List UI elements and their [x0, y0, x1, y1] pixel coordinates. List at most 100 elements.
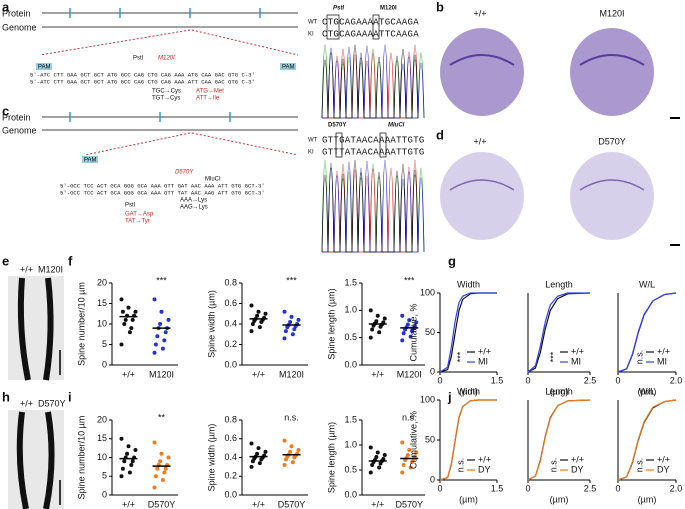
data-point	[158, 322, 163, 326]
x-tick-label: +/+	[252, 499, 265, 509]
data-point	[408, 465, 413, 470]
data-point	[410, 329, 415, 334]
row: KI	[308, 150, 314, 156]
data-point	[160, 478, 165, 482]
schematic-a: Protein Genome PstI M120I PAM PAM 5'-ATC…	[2, 6, 419, 102]
panel-letter: e	[2, 253, 9, 268]
y-tick-label: 0	[430, 474, 435, 484]
data-point	[130, 317, 135, 322]
row: KI	[308, 32, 314, 38]
data-point	[259, 319, 264, 324]
cdf-line	[527, 292, 591, 373]
label: Genome	[2, 22, 37, 32]
data-point	[282, 336, 287, 341]
y-tick-label: 0.2	[224, 339, 237, 349]
x-tick-label: 0	[525, 483, 530, 493]
data-point	[125, 451, 130, 456]
data-point	[119, 474, 124, 479]
data-point	[129, 326, 134, 331]
data-point	[129, 463, 134, 467]
data-point	[250, 459, 255, 464]
cdf-line	[439, 399, 497, 481]
data-point	[414, 320, 419, 325]
data-point	[162, 470, 167, 475]
data-point	[127, 470, 132, 475]
x-axis-label: (µm)	[459, 494, 478, 504]
annotation: n.s.	[634, 458, 644, 473]
x-tick-label: +/+	[371, 369, 384, 379]
box	[372, 14, 380, 40]
box	[326, 14, 340, 40]
cdf-line	[617, 399, 677, 481]
data-point	[282, 463, 287, 467]
data-point	[370, 463, 375, 467]
y-tick-label: 10	[97, 318, 107, 328]
data-point	[163, 330, 168, 335]
label: Protein	[2, 8, 31, 18]
data-point	[119, 342, 124, 347]
data-point	[120, 466, 125, 471]
mutation: M120I	[158, 56, 175, 62]
y-tick-label: 100	[420, 287, 435, 297]
y-tick-label: 50	[425, 327, 435, 337]
data-point	[153, 342, 158, 347]
cdf-line	[617, 292, 677, 373]
legend-label: +/+	[571, 346, 584, 356]
data-point	[250, 322, 255, 326]
sequence: 5'-GCC TCC ACT GCA GGG GCA AAA GTT GAT A…	[60, 182, 265, 189]
chart-title: Length	[545, 386, 573, 396]
codon: TAT→Tyr	[125, 219, 150, 225]
data-point	[382, 316, 387, 321]
data-point	[375, 450, 380, 455]
data-point	[382, 453, 387, 457]
y-tick-label: 0.5	[344, 464, 357, 474]
x-tick-label: M120I	[149, 369, 174, 379]
annotation: n.s.	[455, 458, 465, 473]
data-point	[133, 309, 138, 314]
annotation: ***	[156, 275, 167, 285]
data-point	[155, 466, 160, 471]
sequence: 5'-GCC TCC ACT GCA GGG GCA AAA GTT TAT A…	[60, 189, 265, 196]
site: MluCI	[388, 123, 405, 129]
data-point	[127, 330, 132, 335]
y-tick-label: 0	[102, 359, 107, 369]
data-point	[408, 334, 413, 339]
data-point	[263, 311, 268, 316]
site: PstI	[125, 203, 136, 209]
y-tick-label: 15	[97, 298, 107, 308]
x-axis-label: (µm)	[638, 494, 657, 504]
legend-label: +/+	[571, 454, 584, 464]
data-point	[249, 329, 254, 334]
data-point	[123, 317, 128, 322]
x-axis-label: (µm)	[459, 386, 478, 396]
y-tick-label: 15	[97, 433, 107, 443]
data-point	[163, 466, 168, 471]
x-tick-label: D570Y	[395, 499, 423, 509]
y-tick-label: 20	[97, 414, 107, 424]
y-tick-label: 0.5	[344, 332, 357, 342]
mutation: D570Y	[328, 123, 346, 129]
legend-label: +/+	[657, 454, 670, 464]
chrom-seq: CTGCAGAAAATGCAAGA	[322, 17, 419, 27]
chromatogram-trace	[322, 159, 425, 253]
data-point	[120, 309, 125, 314]
y-tick-label: 0.8	[224, 414, 237, 424]
legend-label: +/+	[478, 454, 491, 464]
chart-title: W/L	[639, 279, 655, 289]
row: WT	[308, 138, 318, 144]
x-tick-label: 2.5	[584, 375, 597, 385]
x-tick-label: 0	[615, 483, 620, 493]
data-point	[407, 448, 412, 452]
data-point	[374, 455, 379, 459]
chromatogram-trace	[322, 44, 425, 119]
data-point	[400, 338, 405, 343]
data-point	[377, 330, 382, 335]
x-tick-label: 2.5	[584, 483, 597, 493]
label: M120I	[38, 264, 63, 274]
legend-label: DY	[571, 464, 584, 474]
panel-letter: h	[2, 389, 10, 404]
data-point	[152, 440, 157, 445]
data-point	[368, 335, 373, 340]
y-tick-label: 5	[102, 471, 107, 481]
y-tick-label: 0.0	[344, 359, 357, 369]
